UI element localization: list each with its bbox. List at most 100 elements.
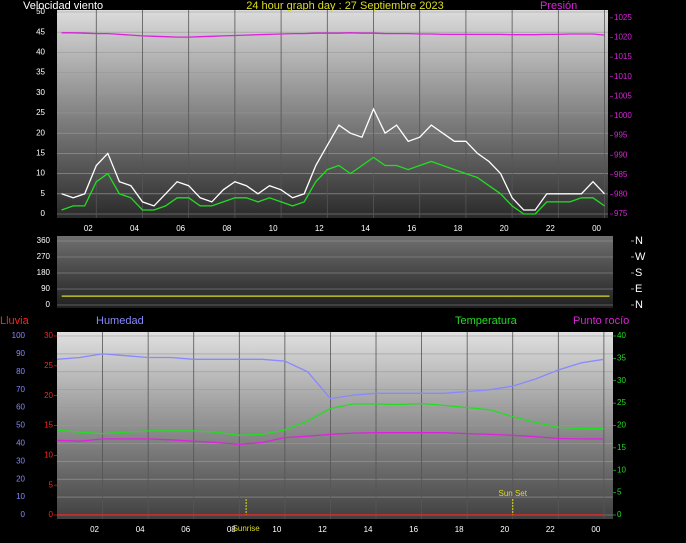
y-tick-label: 360: [37, 236, 51, 245]
x-tick-label: 00: [591, 525, 600, 534]
y-tick-label: 45: [36, 27, 45, 36]
y-tick-label: 0: [41, 209, 46, 218]
y3-tick-label: 20: [44, 391, 53, 400]
y-tick-label: 50: [36, 7, 45, 16]
y2-tick-label: 1005: [614, 91, 632, 100]
x-tick-label: 08: [222, 224, 231, 233]
y2-tick-label: 1020: [614, 33, 632, 42]
y2-tick-label: 985: [614, 170, 628, 179]
legend-label: Temperatura: [455, 315, 518, 327]
y-tick-label: 70: [16, 385, 25, 394]
chart-title: 24 hour graph day : 27 Septiembre 2023: [246, 0, 444, 12]
y-tick-label: 80: [16, 367, 25, 376]
y3-tick-label: 0: [49, 510, 54, 519]
x-tick-label: 00: [592, 224, 601, 233]
y-tick-label: 15: [36, 149, 45, 158]
y-tick-label: 20: [36, 128, 45, 137]
y2-tick-label: N: [635, 299, 643, 311]
series-line: [61, 156, 605, 215]
y3-tick-label: 5: [49, 480, 54, 489]
y-tick-label: 40: [36, 48, 45, 57]
y3-tick-label: 30: [44, 331, 53, 340]
y-tick-label: 25: [36, 108, 45, 117]
y2-tick-label: S: [635, 267, 642, 279]
x-tick-label: 10: [269, 224, 278, 233]
y-tick-label: 30: [36, 88, 45, 97]
y-axis-label: Velocidad viento: [23, 0, 103, 12]
y2-axis-label: Presión: [540, 0, 577, 12]
x-tick-label: 08: [227, 525, 236, 534]
series-line: [61, 32, 605, 38]
plot-background: [57, 10, 608, 218]
y2-tick-label: 990: [614, 150, 628, 159]
y2-tick-label: 20: [617, 421, 626, 430]
x-tick-label: 18: [455, 525, 464, 534]
y-tick-label: 10: [36, 169, 45, 178]
series-line: [61, 107, 605, 211]
annotation: Sunrise: [233, 524, 261, 533]
y2-tick-label: 10: [617, 465, 626, 474]
y3-tick-label: 25: [44, 361, 53, 370]
x-tick-label: 06: [176, 224, 185, 233]
y-tick-label: 10: [16, 492, 25, 501]
legend-label: Punto rocío: [573, 315, 629, 327]
y3-tick-label: 10: [44, 450, 53, 459]
x-tick-label: 02: [90, 525, 99, 534]
y2-tick-label: 30: [617, 376, 626, 385]
y2-tick-label: N: [635, 235, 643, 247]
x-tick-label: 06: [181, 525, 190, 534]
y-tick-label: 270: [37, 252, 51, 261]
x-tick-label: 22: [546, 224, 555, 233]
y2-tick-label: E: [635, 283, 642, 295]
y2-tick-label: 1010: [614, 72, 632, 81]
x-tick-label: 10: [272, 525, 281, 534]
x-tick-label: 22: [546, 525, 555, 534]
y2-tick-label: 40: [617, 331, 626, 340]
series-line: [56, 402, 604, 436]
y-tick-label: 100: [12, 331, 26, 340]
y-tick-label: 5: [41, 189, 46, 198]
y-tick-label: 50: [16, 421, 25, 430]
y-tick-label: 0: [46, 300, 51, 309]
x-tick-label: 14: [364, 525, 373, 534]
x-tick-label: 12: [318, 525, 327, 534]
y-tick-label: 180: [37, 268, 51, 277]
y3-tick-label: 15: [44, 421, 53, 430]
y2-tick-label: 0: [617, 510, 622, 519]
y2-tick-label: 25: [617, 398, 626, 407]
x-tick-label: 04: [136, 525, 145, 534]
y2-tick-label: 995: [614, 131, 628, 140]
y-tick-label: 40: [16, 439, 25, 448]
y2-tick-label: 980: [614, 189, 628, 198]
y2-tick-label: 35: [617, 353, 626, 362]
legend-label: Lluvia: [0, 315, 30, 327]
annotation: Sun Set: [499, 489, 528, 498]
y2-tick-label: 15: [617, 443, 626, 452]
x-tick-label: 02: [84, 224, 93, 233]
legend-label: Humedad: [96, 315, 144, 327]
y2-tick-label: W: [635, 251, 646, 263]
x-tick-label: 04: [130, 224, 139, 233]
x-tick-label: 20: [500, 224, 509, 233]
series-line: [56, 432, 604, 445]
y-tick-label: 0: [21, 510, 26, 519]
y-tick-label: 90: [41, 284, 50, 293]
x-tick-label: 16: [409, 525, 418, 534]
y2-tick-label: 1000: [614, 111, 632, 120]
y2-tick-label: 975: [614, 209, 628, 218]
y-tick-label: 20: [16, 474, 25, 483]
x-tick-label: 14: [361, 224, 370, 233]
y-tick-label: 90: [16, 349, 25, 358]
series-line: [56, 353, 605, 400]
y2-tick-label: 1015: [614, 52, 632, 61]
y-tick-label: 30: [16, 456, 25, 465]
plot-background: [57, 236, 613, 308]
x-tick-label: 12: [315, 224, 324, 233]
x-tick-label: 16: [407, 224, 416, 233]
x-tick-label: 20: [500, 525, 509, 534]
y-tick-label: 60: [16, 403, 25, 412]
y-tick-label: 35: [36, 68, 45, 77]
y2-tick-label: 1025: [614, 13, 632, 22]
